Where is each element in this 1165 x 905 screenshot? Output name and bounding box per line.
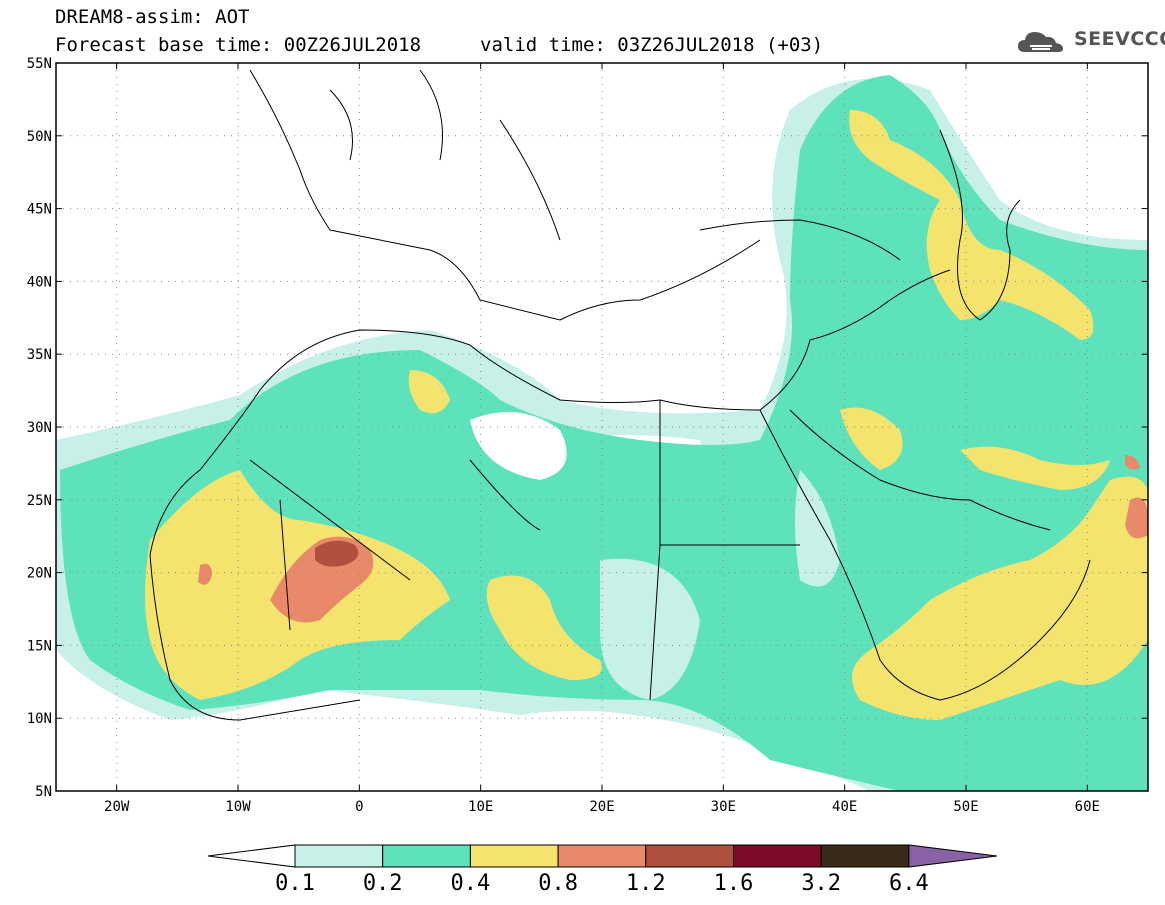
lon-label: 40E — [832, 799, 857, 815]
logo-text: SEEVCCC — [1074, 28, 1165, 50]
colorbar — [207, 844, 997, 868]
lat-label: 45N — [27, 202, 52, 218]
lat-label: 25N — [27, 493, 52, 509]
lat-label: 30N — [27, 420, 52, 436]
latitude-labels: 55N 50N 45N 40N 35N 30N 25N 20N 15N 10N 5N — [27, 56, 52, 800]
lat-label: 20N — [27, 566, 52, 582]
colorbar-label: 1.6 — [714, 871, 754, 896]
colorbar-triangle-low — [207, 844, 296, 868]
lon-label: 20W — [104, 799, 130, 815]
valid-time: valid time: 03Z26JUL2018 (+03) — [480, 34, 824, 56]
colorbar-label: 0.4 — [451, 871, 491, 896]
lon-label: 10W — [225, 799, 251, 815]
colorbar-segment — [557, 844, 647, 868]
lat-label: 35N — [27, 347, 52, 363]
gridlines — [56, 63, 1148, 791]
forecast-base-time: Forecast base time: 00Z26JUL2018 — [55, 34, 422, 56]
colorbar-segment — [469, 844, 559, 868]
lon-label: 20E — [589, 799, 614, 815]
colorbar-segment — [294, 844, 384, 868]
longitude-labels: 20W 10W 0 10E 20E 30E 40E 50E 60E — [104, 799, 1100, 815]
aot-band-1.2 — [315, 540, 359, 567]
cloud-icon — [1018, 32, 1063, 52]
colorbar-triangle-high — [908, 844, 997, 868]
lat-label: 50N — [27, 129, 52, 145]
colorbar-segment — [820, 844, 910, 868]
lon-label: 60E — [1075, 799, 1100, 815]
colorbar-label: 0.1 — [275, 871, 315, 896]
colorbar-label: 3.2 — [801, 871, 841, 896]
lon-label: 50E — [953, 799, 978, 815]
coastlines — [149, 69, 1091, 721]
lon-label: 30E — [711, 799, 736, 815]
colorbar-segment — [645, 844, 734, 868]
lat-label: 10N — [27, 711, 52, 727]
colorbar-label: 6.4 — [889, 871, 929, 896]
lon-label: 0 — [355, 799, 363, 815]
lat-label: 15N — [27, 638, 52, 654]
colorbar-segment — [382, 844, 471, 868]
lat-label: 40N — [27, 274, 52, 290]
lat-label: 5N — [35, 784, 52, 800]
lat-label: 55N — [27, 56, 52, 72]
axis-ticks — [56, 62, 1148, 792]
colorbar-labels: 0.1 0.2 0.4 0.8 1.2 1.6 3.2 6.4 — [275, 871, 929, 896]
colorbar-label: 0.8 — [538, 871, 578, 896]
map-title: DREAM8-assim: AOT — [55, 6, 250, 28]
colorbar-label: 1.2 — [626, 871, 666, 896]
lon-label: 10E — [468, 799, 493, 815]
colorbar-label: 0.2 — [363, 871, 403, 896]
colorbar-segment — [733, 844, 822, 868]
